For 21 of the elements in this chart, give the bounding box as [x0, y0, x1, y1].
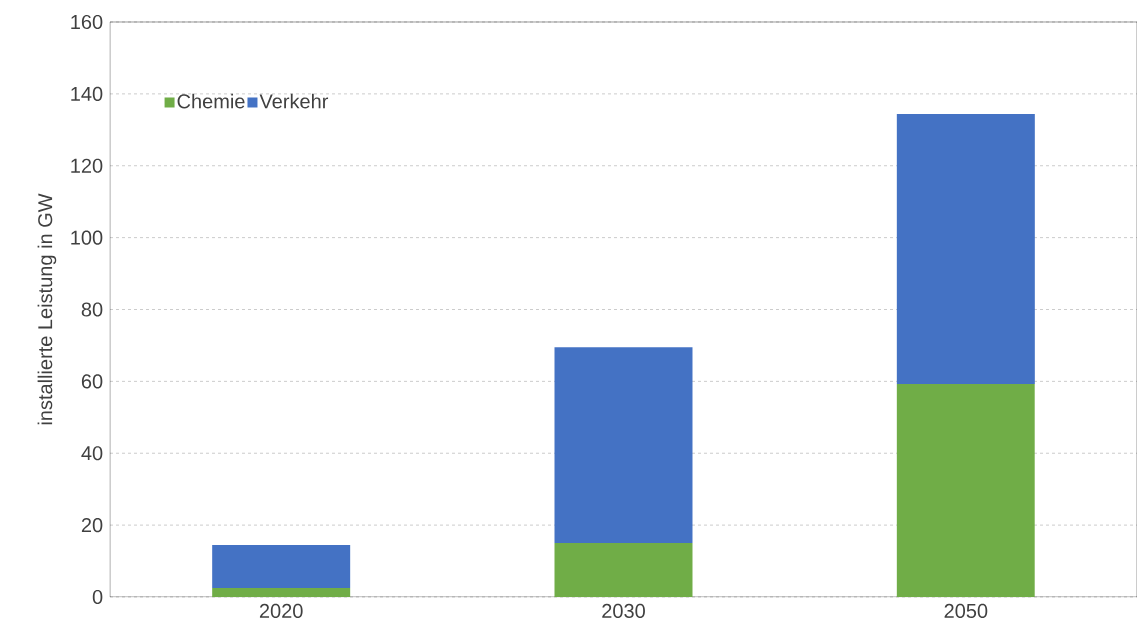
bar: [896, 383, 1035, 597]
y-tick-label: 100: [71, 230, 103, 245]
bar: [554, 347, 693, 544]
bar: [554, 543, 693, 597]
x-tick-label: 2030: [602, 603, 645, 618]
y-tick-label: 60: [81, 374, 103, 389]
y-tick-label: 20: [81, 518, 103, 533]
y-tick-label: 160: [71, 14, 103, 30]
y-axis-title: installierte Leistung in GW: [37, 193, 57, 425]
y-tick-label: 40: [81, 446, 103, 461]
legend-label: Chemie: [177, 93, 245, 109]
bar: [212, 588, 351, 597]
y-tick-label: 140: [71, 86, 103, 101]
bar: [212, 544, 351, 588]
y-tick-label: 80: [81, 302, 103, 317]
bar: [896, 113, 1035, 384]
x-tick-label: 2020: [259, 603, 303, 618]
legend-label: Verkehr: [259, 93, 329, 109]
y-tick-label: 120: [71, 158, 103, 173]
x-tick-label: 2050: [944, 603, 988, 618]
y-tick-label: 0: [92, 589, 103, 605]
